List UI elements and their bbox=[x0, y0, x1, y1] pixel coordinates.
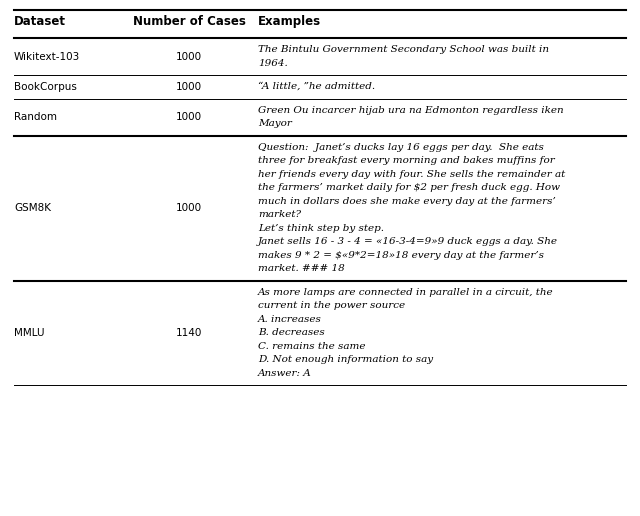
Text: B. decreases: B. decreases bbox=[258, 328, 324, 337]
Text: market?: market? bbox=[258, 210, 301, 219]
Text: C. remains the same: C. remains the same bbox=[258, 342, 365, 350]
Text: current in the power source: current in the power source bbox=[258, 301, 405, 310]
Text: 1140: 1140 bbox=[176, 328, 202, 338]
Text: Number of Cases: Number of Cases bbox=[132, 15, 245, 28]
Text: As more lamps are connected in parallel in a circuit, the: As more lamps are connected in parallel … bbox=[258, 287, 554, 297]
Text: the farmers’ market daily for $2 per fresh duck egg. How: the farmers’ market daily for $2 per fre… bbox=[258, 183, 560, 192]
Text: A. increases: A. increases bbox=[258, 315, 322, 324]
Text: Janet sells 16 - 3 - 4 = «16-3-4=9»9 duck eggs a day. She: Janet sells 16 - 3 - 4 = «16-3-4=9»9 duc… bbox=[258, 237, 558, 246]
Text: much in dollars does she make every day at the farmers’: much in dollars does she make every day … bbox=[258, 197, 556, 205]
Text: “A little, ”he admitted.: “A little, ”he admitted. bbox=[258, 82, 375, 91]
Text: MMLU: MMLU bbox=[14, 328, 45, 338]
Text: her friends every day with four. She sells the remainder at: her friends every day with four. She sel… bbox=[258, 170, 565, 179]
Text: Wikitext-103: Wikitext-103 bbox=[14, 52, 80, 61]
Text: Answer: A: Answer: A bbox=[258, 368, 312, 378]
Text: 1000: 1000 bbox=[176, 52, 202, 61]
Text: three for breakfast every morning and bakes muffins for: three for breakfast every morning and ba… bbox=[258, 156, 555, 165]
Text: Let’s think step by step.: Let’s think step by step. bbox=[258, 223, 384, 233]
Text: 1000: 1000 bbox=[176, 112, 202, 122]
Text: BookCorpus: BookCorpus bbox=[14, 82, 77, 92]
Text: Dataset: Dataset bbox=[14, 15, 66, 28]
Text: makes 9 * 2 = $«9*2=18»18 every day at the farmer’s: makes 9 * 2 = $«9*2=18»18 every day at t… bbox=[258, 251, 544, 260]
Text: Question:  Janet’s ducks lay 16 eggs per day.  She eats: Question: Janet’s ducks lay 16 eggs per … bbox=[258, 142, 544, 152]
Text: Random: Random bbox=[14, 112, 57, 122]
Text: Green Ou incarcer hijab ura na Edmonton regardless iken: Green Ou incarcer hijab ura na Edmonton … bbox=[258, 106, 564, 115]
Text: 1000: 1000 bbox=[176, 82, 202, 92]
Text: D. Not enough information to say: D. Not enough information to say bbox=[258, 355, 433, 364]
Text: GSM8K: GSM8K bbox=[14, 203, 51, 213]
Text: 1000: 1000 bbox=[176, 203, 202, 213]
Text: Examples: Examples bbox=[258, 15, 321, 28]
Text: The Bintulu Government Secondary School was built in: The Bintulu Government Secondary School … bbox=[258, 45, 549, 54]
Text: Mayor: Mayor bbox=[258, 119, 292, 128]
Text: 1964.: 1964. bbox=[258, 58, 288, 68]
Text: market. ### 18: market. ### 18 bbox=[258, 264, 345, 273]
